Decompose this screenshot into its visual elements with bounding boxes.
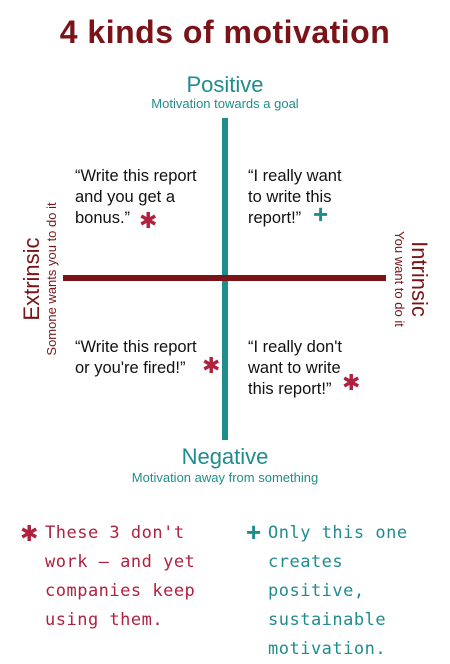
axis-negative-label: Negative [181, 444, 269, 469]
axis-intrinsic-label: Intrinsic [407, 241, 432, 317]
quadrant-bottom-left-quote: “Write this report or you're fired!” [75, 338, 197, 377]
axis-positive-sublabel: Motivation towards a goal [151, 96, 299, 111]
axis-negative-sublabel: Motivation away from something [131, 470, 319, 485]
note-ineffective: These 3 don't work – and yet companies k… [45, 523, 196, 630]
axis-extrinsic-label: Extrinsic [19, 237, 44, 321]
axis-positive-label: Positive [186, 72, 264, 97]
asterisk-icon: ✱ [139, 208, 158, 233]
quadrant-bottom-right-quote: “I really don't want to write this repor… [248, 338, 342, 398]
note-effective: Only this one creates positive, sustaina… [268, 523, 408, 659]
asterisk-icon: ✱ [20, 521, 39, 546]
horizontal-axis [63, 275, 386, 281]
plus-icon: + [246, 517, 262, 547]
axis-extrinsic: Extrinsic Somone wants you to do it [19, 202, 60, 356]
asterisk-icon: ✱ [342, 370, 361, 395]
quadrant-top-right-quote: “I really want to write this report!” [248, 167, 342, 227]
page-title: 4 kinds of motivation [59, 14, 391, 50]
axis-extrinsic-sublabel: Somone wants you to do it [44, 202, 59, 356]
asterisk-icon: ✱ [202, 353, 221, 378]
plus-icon: + [313, 199, 329, 229]
quadrant-top-left-quote: “Write this report and you get a bonus.” [75, 167, 197, 227]
axis-intrinsic-sublabel: You want to do it [392, 231, 407, 327]
axis-intrinsic: Intrinsic You want to do it [391, 231, 432, 327]
